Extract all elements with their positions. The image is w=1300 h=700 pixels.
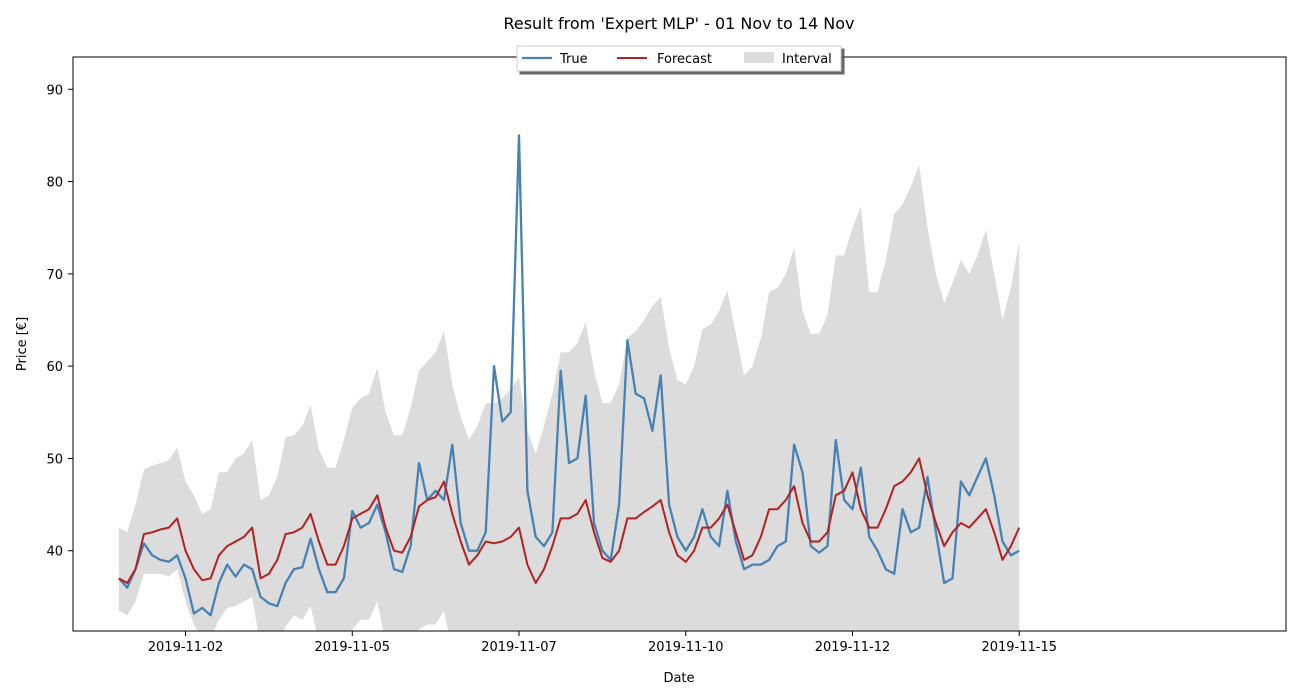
plot-area bbox=[118, 134, 1021, 631]
x-tick-label: 2019-11-12 bbox=[815, 640, 891, 655]
interval-band bbox=[118, 165, 1020, 631]
x-axis-label: Date bbox=[663, 671, 694, 686]
y-axis: 40 50 60 70 80 90 bbox=[46, 83, 73, 560]
y-tick-label: 60 bbox=[46, 360, 63, 375]
x-tick-label: 2019-11-15 bbox=[981, 640, 1057, 655]
y-tick-label: 90 bbox=[46, 83, 63, 98]
x-tick-label: 2019-11-10 bbox=[648, 640, 724, 655]
y-tick-label: 70 bbox=[46, 268, 63, 283]
legend-forecast-label: Forecast bbox=[657, 52, 712, 67]
y-axis-label: Price [€] bbox=[15, 317, 30, 371]
true-series-line bbox=[118, 134, 1020, 617]
x-tick-label: 2019-11-05 bbox=[315, 640, 391, 655]
y-tick-label: 50 bbox=[46, 452, 63, 467]
legend-true-label: True bbox=[559, 52, 588, 67]
forecast-series-line bbox=[118, 457, 1021, 584]
x-tick-label: 2019-11-07 bbox=[481, 640, 557, 655]
y-tick-label: 40 bbox=[46, 545, 63, 560]
x-axis: 2019-11-02 2019-11-05 2019-11-07 2019-11-10… bbox=[148, 631, 1057, 655]
legend-interval-label: Interval bbox=[782, 52, 832, 67]
legend-box bbox=[516, 45, 842, 72]
legend: True Forecast Interval bbox=[516, 45, 842, 72]
x-tick-label: 2019-11-02 bbox=[148, 640, 224, 655]
chart-title: Result from 'Expert MLP' - 01 Nov to 14 … bbox=[503, 14, 854, 33]
legend-interval-swatch bbox=[744, 52, 774, 63]
y-tick-label: 80 bbox=[46, 176, 63, 191]
